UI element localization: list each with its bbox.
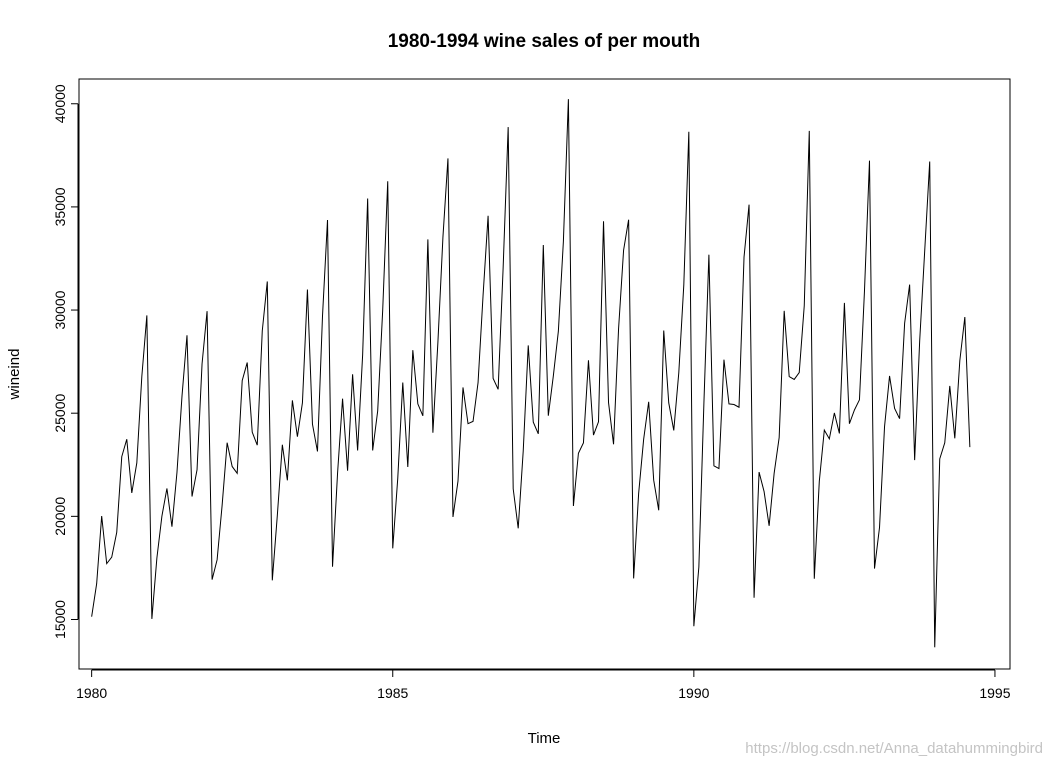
watermark: https://blog.csdn.net/Anna_datahummingbi… <box>745 740 1043 757</box>
x-axis: 1980 1985 1990 1995 <box>76 669 1011 701</box>
y-axis: 15000 20000 25000 30000 35000 40000 <box>52 84 79 639</box>
y-axis-label: wineind <box>6 349 23 401</box>
y-tick-label: 15000 <box>52 600 68 639</box>
x-tick-label: 1995 <box>979 685 1010 701</box>
y-tick-label: 25000 <box>52 394 68 433</box>
series-line-wineind <box>91 99 971 648</box>
x-tick-label: 1985 <box>377 685 408 701</box>
y-tick-label: 35000 <box>52 187 68 226</box>
y-tick-label: 40000 <box>52 84 68 123</box>
y-tick-label: 30000 <box>52 290 68 329</box>
x-axis-label: Time <box>528 730 561 747</box>
x-tick-label: 1990 <box>678 685 709 701</box>
chart-title: 1980-1994 wine sales of per mouth <box>388 31 701 52</box>
y-tick-label: 20000 <box>52 497 68 536</box>
plot-frame <box>78 78 1011 670</box>
x-tick-label: 1980 <box>76 685 107 701</box>
